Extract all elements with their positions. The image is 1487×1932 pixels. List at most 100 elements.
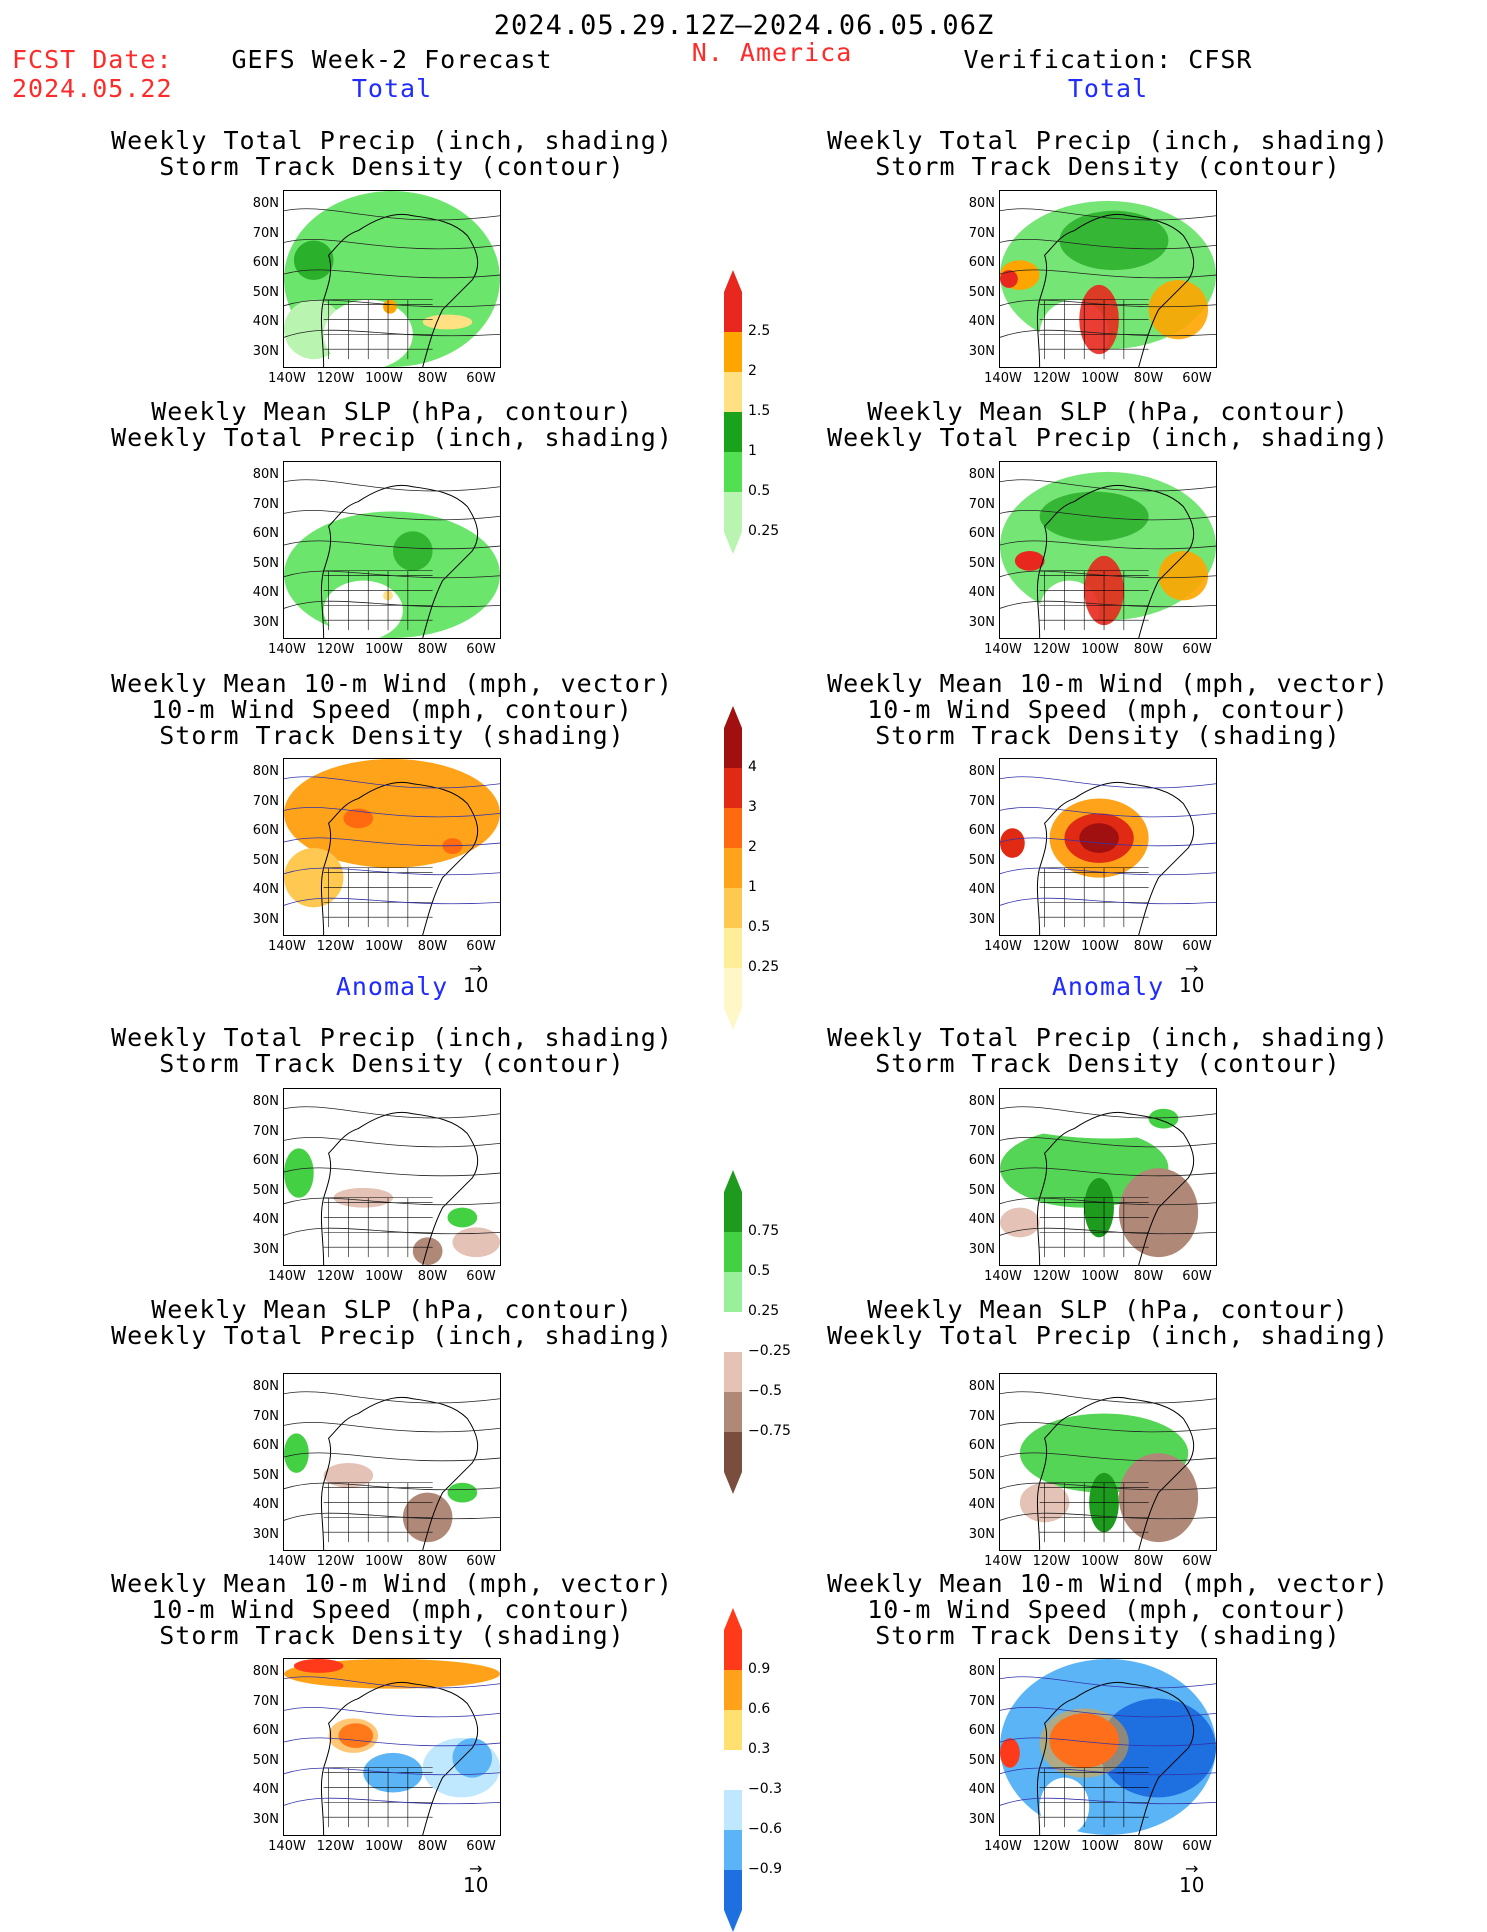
state-borders [1039,1767,1149,1828]
lat-label: 30N [252,614,279,630]
anomaly-label-right: Anomaly [1051,972,1165,1001]
contour-line [1000,1676,1216,1689]
lat-label: 30N [968,911,995,927]
vector-arrow-icon: → [1185,1859,1199,1878]
panel-title-3-2-line-3: Storm Track Density (shading) [875,721,1341,750]
map-panel-5 [283,758,501,936]
lat-label: 80N [968,1094,995,1109]
panel-title-5-1-line-1: Weekly Mean SLP (hPa, contour) [151,1295,633,1324]
lon-label: 80W [1133,1554,1164,1569]
colorbar-tick-label: 0.75 [748,1223,780,1239]
lon-label: 140W [268,1269,306,1284]
lon-label: 100W [1081,1554,1119,1569]
lon-label: 140W [984,939,1022,954]
colorbar-tick-label: 2 [748,363,757,379]
contour-line [284,479,500,492]
colorbar-segment [724,1830,742,1870]
colorbar-tick-label: 2 [748,839,757,855]
lat-label: 60N [252,526,279,541]
lat-label: 60N [968,823,995,838]
contour-line [1000,600,1216,609]
contour-line [284,1106,500,1119]
contour-line [284,540,500,550]
colorbar-segment [724,412,742,452]
colorbar-segment [724,1750,742,1790]
lon-label: 100W [365,1839,403,1854]
coastline [1036,782,1195,935]
lat-label: 50N [968,555,995,571]
lon-label: 60W [1182,1839,1212,1854]
lon-label: 80W [1133,371,1164,386]
state-borders [323,867,433,928]
contour-line [284,570,500,579]
lon-label: 60W [466,939,496,954]
panel-title-4-1-line-2: Storm Track Density (contour) [159,1049,625,1078]
map-panel-7 [283,1088,501,1266]
colorbar-segment [724,968,742,1008]
colorbar-segment [724,372,742,412]
lat-label: 40N [252,1212,279,1227]
contour-line [1000,570,1216,579]
lat-label: 30N [252,1811,279,1827]
lat-label: 70N [252,1123,279,1139]
shading-region [452,1738,493,1778]
lon-label: 80W [1133,1269,1164,1284]
map-canvas [284,1374,500,1550]
shading-region [284,1089,500,1265]
lon-label: 100W [365,642,403,657]
vector-reference: → 10 [1179,1859,1204,1896]
shading-region [1148,1108,1179,1129]
lon-label: 100W [1081,939,1119,954]
lon-label: 80W [417,1269,448,1284]
lon-label: 80W [1133,939,1164,954]
lon-label: 60W [466,1554,496,1569]
panel-title-6-1-line-3: Storm Track Density (shading) [159,1621,625,1650]
vector-reference-value: 10 [463,1873,489,1897]
state-borders [323,1197,433,1258]
colorbar-bottom-triangle [724,1472,742,1494]
vector-arrow-icon: → [469,959,483,978]
contour-line [1000,1421,1216,1433]
colorbar-tick-label: 3 [748,799,757,815]
lat-label: 70N [968,793,995,809]
shading-region [293,1659,344,1673]
contour-line [1000,1452,1216,1462]
lat-label: 40N [968,1782,995,1797]
coastline [1036,1112,1195,1265]
state-borders [1039,1197,1149,1258]
contour-line [1000,1482,1216,1491]
contour-line [284,1227,500,1236]
map-canvas [284,479,500,638]
lon-label: 120W [1032,939,1071,954]
panel-title-4-2-line-2: Storm Track Density (contour) [875,1049,1341,1078]
colorbar-tick-label: 0.25 [748,523,780,539]
panel-title-5-2-line-1: Weekly Mean SLP (hPa, contour) [867,1295,1349,1324]
colorbar-tick-label: 0.6 [748,1701,771,1717]
shading-region [1118,1168,1199,1258]
map-canvas [1000,471,1216,638]
colorbar-tick-label: 0.3 [748,1741,771,1757]
lat-label: 60N [252,823,279,838]
lon-label: 60W [1182,939,1212,954]
colorbar-tick-label: 0.5 [748,483,771,499]
fcst-date-label: FCST Date: [12,45,173,74]
panel-title-4-1-line-1: Weekly Total Precip (inch, shading) [111,1023,673,1052]
map-canvas [1000,1374,1216,1550]
lat-label: 60N [252,1438,279,1453]
map-panel-2 [999,190,1217,368]
vector-reference: → 10 [1179,959,1204,996]
lat-label: 60N [968,1723,995,1738]
lat-label: 30N [968,1526,995,1542]
vector-arrow-icon: → [1185,959,1199,978]
colorbar-tick-label: 0.25 [748,959,780,975]
colorbar-tick-label: 0.25 [748,1303,780,1319]
colorbar-tick-label: −0.9 [748,1861,782,1877]
lon-label: 60W [466,1839,496,1854]
lon-label: 140W [268,1839,306,1854]
lat-label: 50N [252,1752,279,1768]
map-panel-12 [999,1658,1217,1836]
colorbar-segment [724,888,742,928]
panel-title-1-2: Weekly Total Precip (inch, shading) Storm… [827,128,1389,180]
lat-label: 80N [968,1379,995,1394]
lat-label: 50N [252,1182,279,1198]
